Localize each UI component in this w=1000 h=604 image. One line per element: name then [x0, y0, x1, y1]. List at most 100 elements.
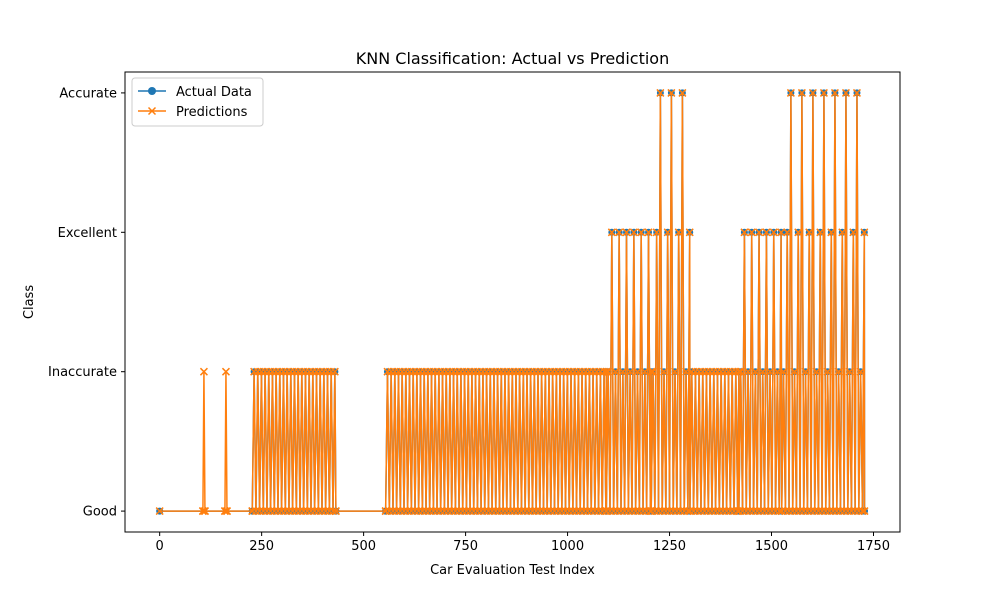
- legend-predictions-label: Predictions: [176, 105, 248, 120]
- data-point: [827, 228, 836, 237]
- data-point: [637, 228, 646, 237]
- data-point: [331, 507, 340, 516]
- data-point: [607, 228, 616, 237]
- legend-predictions-marker: [147, 106, 157, 116]
- data-point: [629, 228, 638, 237]
- data-point: [786, 88, 795, 97]
- data-point: [858, 507, 867, 516]
- series-layer: [155, 88, 869, 516]
- data-point: [622, 228, 631, 237]
- data-point: [667, 88, 676, 97]
- data-point: [797, 88, 806, 97]
- data-point: [856, 367, 865, 376]
- data-point: [766, 367, 775, 376]
- data-point: [678, 88, 687, 97]
- x-axis-label: Car Evaluation Test Index: [430, 563, 595, 578]
- y-tick-label: Inaccurate: [48, 365, 117, 380]
- data-point: [671, 367, 680, 376]
- x-tick-label: 1500: [755, 539, 788, 554]
- data-point: [221, 367, 230, 376]
- y-tick-label: Accurate: [59, 86, 117, 101]
- data-point: [805, 228, 814, 237]
- y-tick-label: Excellent: [58, 226, 117, 241]
- data-point: [674, 228, 683, 237]
- data-point: [685, 228, 694, 237]
- x-tick-label: 0: [156, 539, 164, 554]
- data-point: [660, 367, 669, 376]
- data-point: [652, 228, 661, 237]
- x-tick-label: 500: [351, 539, 376, 554]
- data-point: [648, 367, 658, 376]
- plot-background: [125, 72, 900, 532]
- data-point: [783, 228, 792, 237]
- data-point: [849, 228, 858, 237]
- legend-actual-marker: [148, 87, 156, 95]
- data-point: [769, 228, 778, 237]
- data-point: [328, 507, 338, 516]
- data-point: [812, 367, 821, 376]
- data-point: [604, 367, 613, 376]
- data-point: [860, 507, 869, 516]
- data-point: [852, 88, 861, 97]
- y-axis-ticks: Good Inaccurate Excellent Accurate: [48, 86, 125, 520]
- data-point: [845, 367, 854, 376]
- data-point: [200, 507, 209, 516]
- data-point: [773, 367, 782, 376]
- data-point: [758, 367, 767, 376]
- data-point: [747, 228, 756, 237]
- data-point: [220, 507, 229, 516]
- data-point: [330, 367, 339, 376]
- x-tick-label: 1250: [653, 539, 686, 554]
- data-point: [830, 88, 839, 97]
- x-tick-label: 1750: [857, 539, 890, 554]
- data-point: [860, 228, 869, 237]
- data-point: [222, 507, 232, 516]
- data-point: [198, 507, 207, 516]
- data-point: [602, 367, 611, 376]
- data-point: [644, 228, 653, 237]
- data-point: [823, 367, 832, 376]
- data-point: [626, 367, 635, 376]
- data-point: [736, 367, 745, 376]
- data-point: [779, 367, 788, 376]
- data-point: [663, 228, 672, 237]
- x-tick-label: 250: [249, 539, 274, 554]
- data-point: [816, 228, 825, 237]
- data-point: [618, 367, 627, 376]
- legend-box: [131, 77, 264, 127]
- chart-title: KNN Classification: Actual vs Prediction: [356, 49, 669, 68]
- data-point: [740, 228, 749, 237]
- data-point: [155, 507, 164, 516]
- data-point: [615, 228, 624, 237]
- x-tick-label: 1000: [551, 539, 584, 554]
- data-point: [790, 367, 799, 376]
- data-point: [633, 367, 642, 376]
- data-point: [744, 367, 753, 376]
- data-point: [755, 228, 764, 237]
- data-point: [777, 228, 786, 237]
- data-point: [819, 88, 828, 97]
- data-point: [647, 367, 656, 376]
- data-point: [841, 88, 850, 97]
- data-point: [751, 367, 760, 376]
- data-point: [834, 367, 843, 376]
- data-point: [801, 367, 810, 376]
- data-point: [838, 228, 847, 237]
- series-predictions: [155, 88, 869, 516]
- data-point: [775, 507, 784, 516]
- data-point: [640, 367, 649, 376]
- y-axis-label: Class: [22, 285, 37, 319]
- data-point: [734, 367, 743, 376]
- x-tick-label: 750: [453, 539, 478, 554]
- data-point: [808, 88, 817, 97]
- legend: Actual Data Predictions: [131, 77, 264, 127]
- y-tick-label: Good: [83, 505, 117, 520]
- plot-frame: [124, 71, 901, 533]
- data-point: [611, 367, 620, 376]
- data-point: [656, 88, 665, 97]
- data-point: [794, 228, 803, 237]
- data-point: [199, 367, 208, 376]
- legend-actual-label: Actual Data: [176, 85, 252, 100]
